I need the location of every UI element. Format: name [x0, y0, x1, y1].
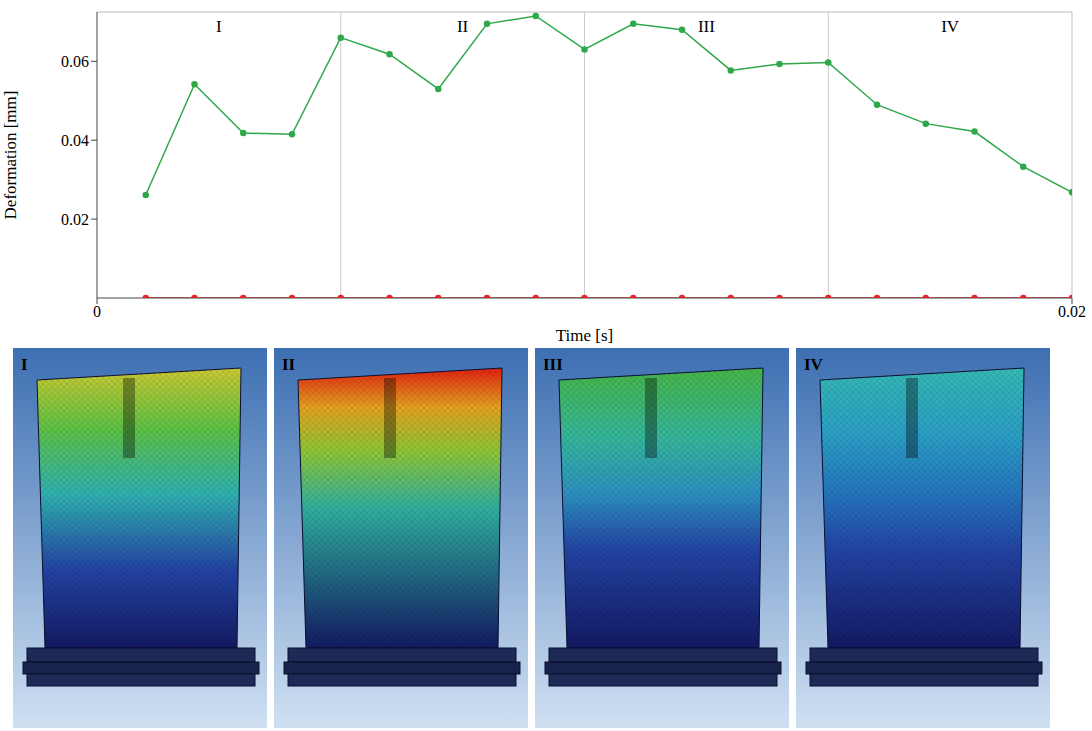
svg-text:I: I: [21, 355, 28, 374]
svg-text:0.04: 0.04: [61, 132, 89, 149]
svg-text:I: I: [216, 17, 222, 36]
svg-text:III: III: [698, 17, 715, 36]
svg-text:0.06: 0.06: [61, 53, 89, 70]
svg-text:0: 0: [93, 303, 101, 320]
svg-text:III: III: [543, 355, 563, 374]
svg-text:Deformation [mm]: Deformation [mm]: [1, 91, 20, 220]
svg-text:II: II: [457, 17, 469, 36]
svg-text:IV: IV: [804, 355, 824, 374]
svg-text:0.02: 0.02: [1058, 303, 1086, 320]
svg-text:Time [s]: Time [s]: [556, 326, 613, 345]
svg-text:0.02: 0.02: [61, 211, 89, 228]
svg-text:IV: IV: [941, 17, 960, 36]
svg-text:II: II: [282, 355, 296, 374]
